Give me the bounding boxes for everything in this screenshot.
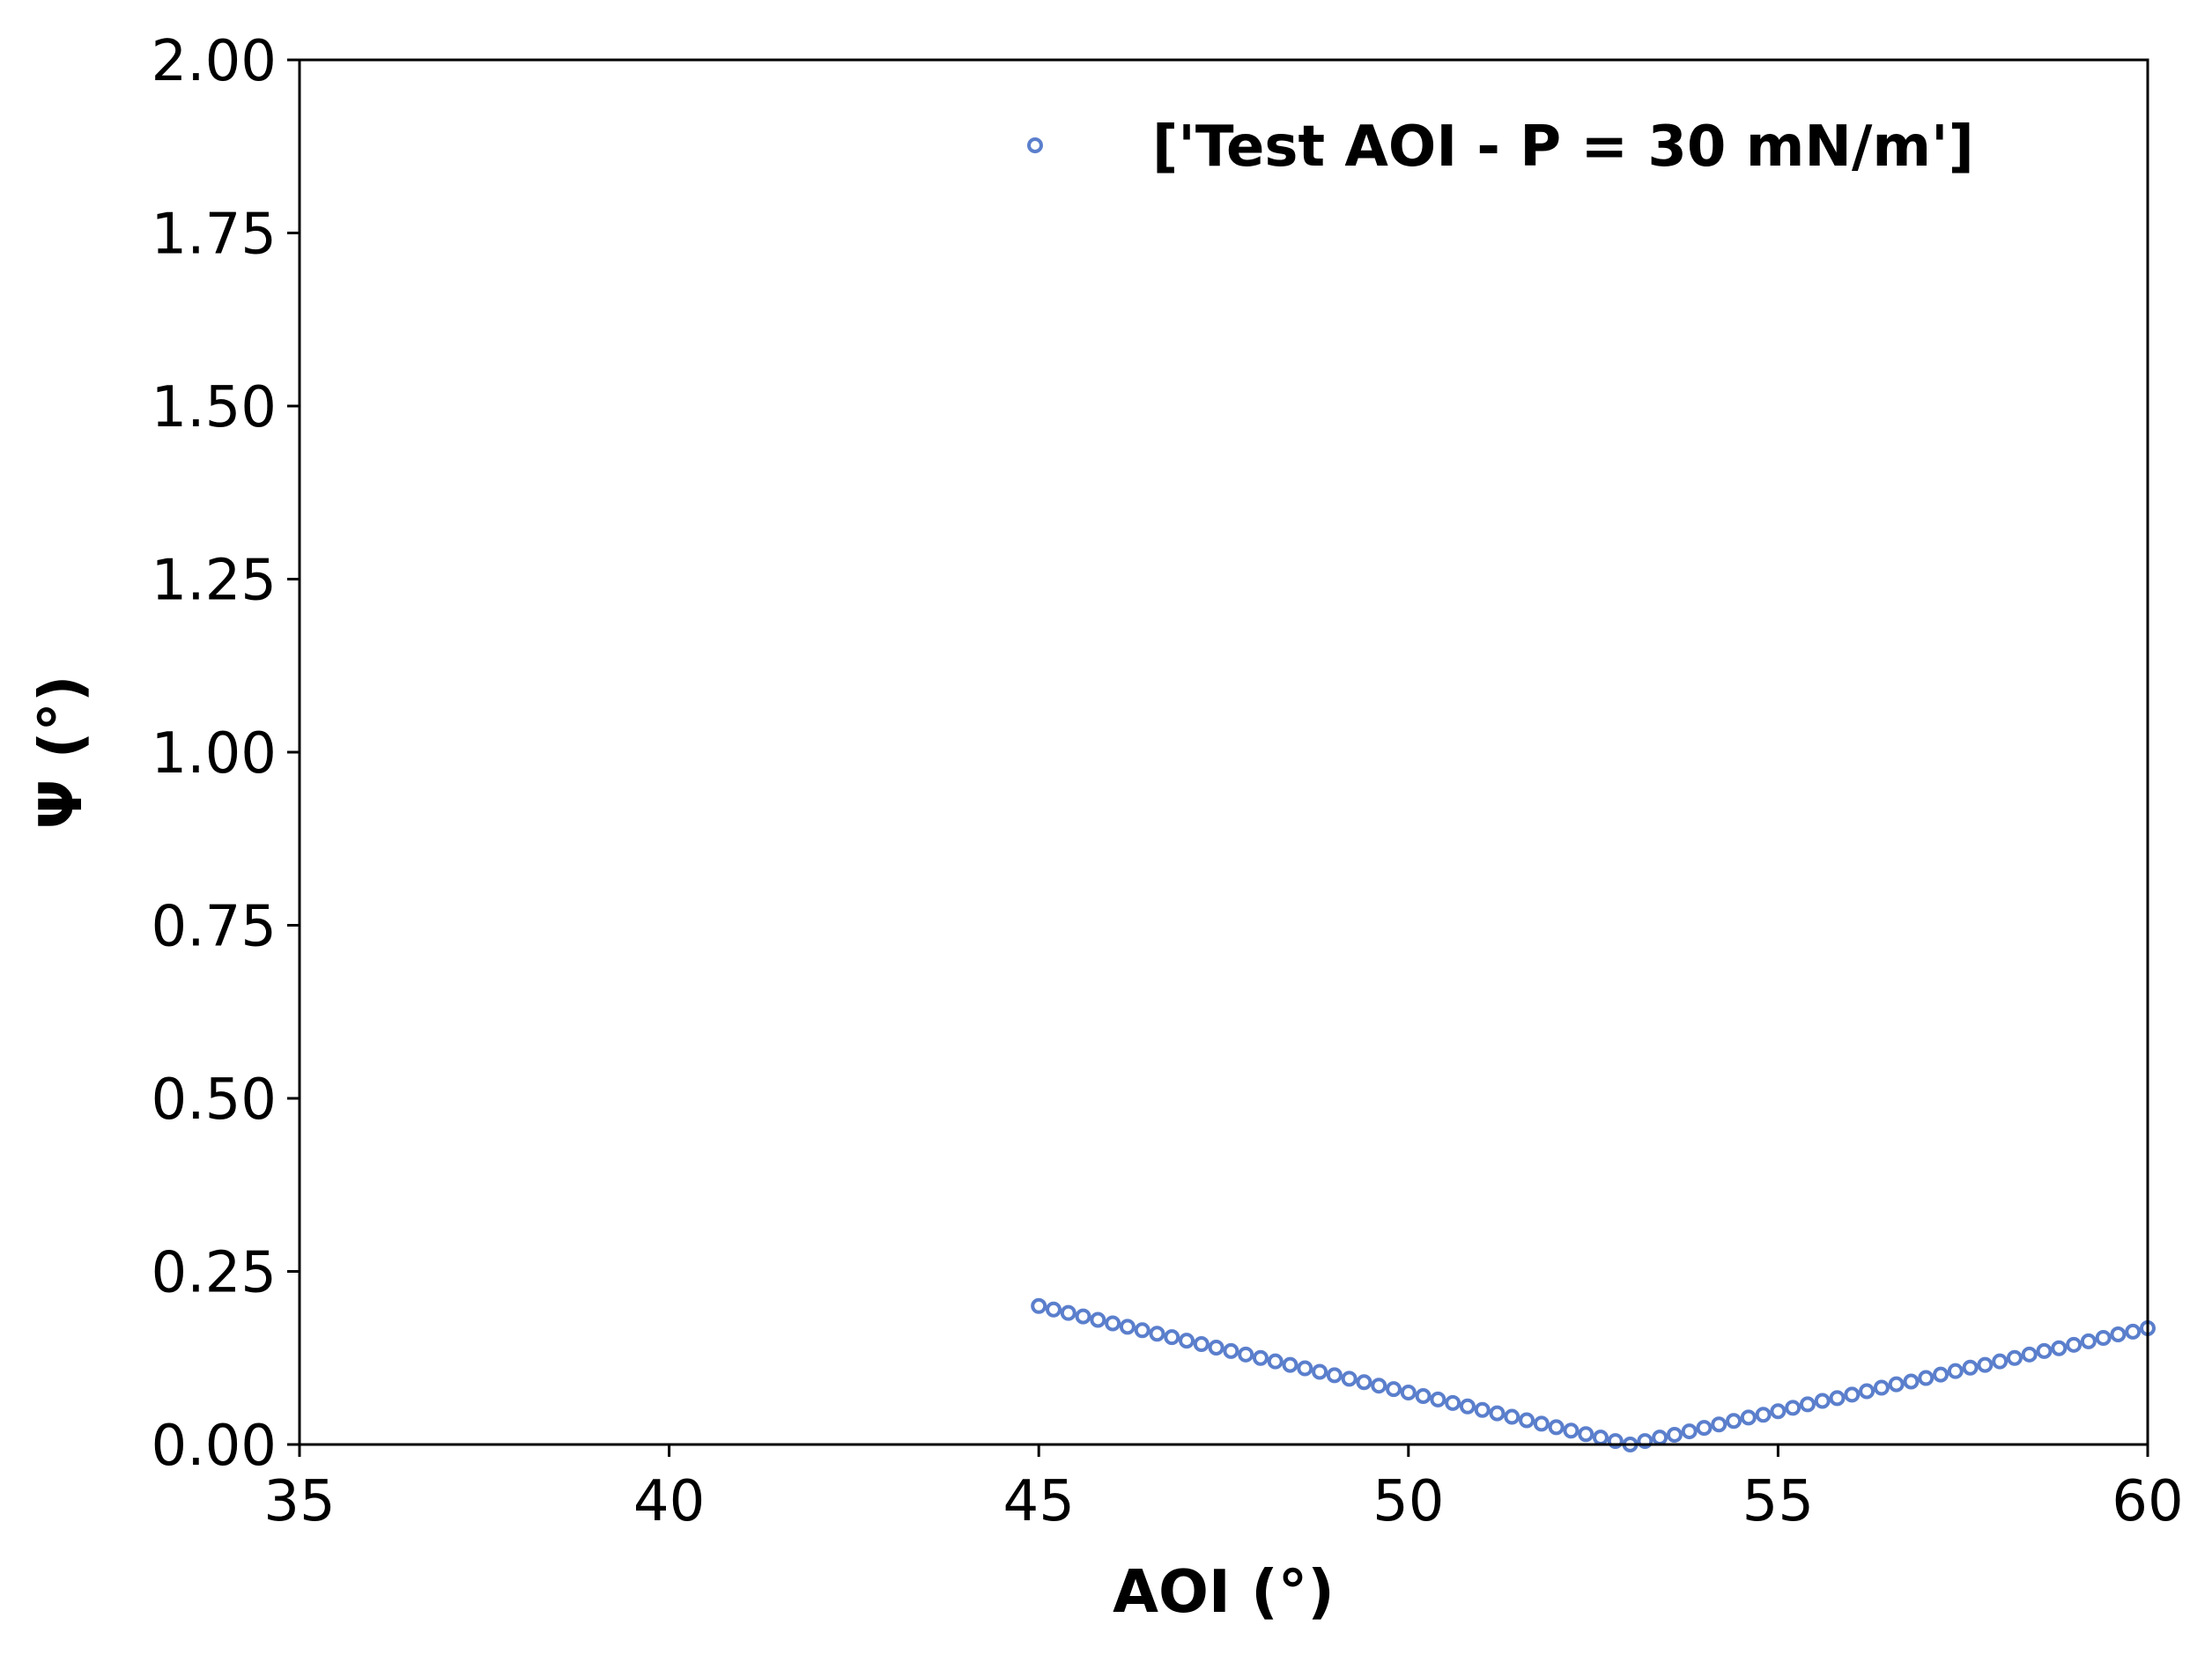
y-tick-label: 1.00 xyxy=(152,721,277,787)
data-point xyxy=(1681,1423,1698,1440)
data-point xyxy=(1918,1370,1935,1386)
data-point xyxy=(1933,1366,1949,1383)
data-point xyxy=(1519,1412,1535,1429)
data-point xyxy=(1844,1386,1861,1403)
data-point xyxy=(1962,1359,1979,1376)
data-point xyxy=(1726,1413,1742,1430)
y-tick-label: 1.25 xyxy=(152,549,277,614)
data-point xyxy=(1208,1339,1224,1356)
data-point xyxy=(1267,1353,1284,1370)
data-point xyxy=(1312,1363,1328,1380)
data-point xyxy=(1592,1430,1609,1446)
data-point xyxy=(2080,1333,2097,1349)
y-axis-ticks: 0.00 0.25 0.50 0.75 1.00 1.25 1.50 1.75 2.00 xyxy=(152,29,300,1479)
data-point xyxy=(1666,1426,1683,1443)
data-point xyxy=(1164,1329,1180,1346)
data-point xyxy=(1533,1415,1550,1432)
data-point xyxy=(2125,1323,2142,1340)
data-point xyxy=(1873,1379,1890,1396)
y-tick-label: 1.50 xyxy=(152,375,277,440)
y-tick-label: 0.75 xyxy=(152,895,277,960)
data-point xyxy=(1075,1308,1091,1325)
data-point xyxy=(1193,1336,1210,1353)
data-point xyxy=(1134,1322,1150,1339)
data-point xyxy=(1326,1367,1343,1384)
data-point xyxy=(1947,1363,1964,1379)
data-point xyxy=(2036,1342,2053,1359)
data-point xyxy=(1740,1409,1757,1426)
data-point xyxy=(1149,1326,1165,1342)
data-point xyxy=(1430,1391,1446,1407)
data-point xyxy=(1474,1401,1491,1418)
data-point xyxy=(2006,1349,2023,1366)
data-point xyxy=(1252,1349,1269,1366)
data-point xyxy=(1400,1385,1417,1401)
x-axis-label: AOI (°) xyxy=(1113,1557,1335,1626)
data-point xyxy=(1799,1396,1816,1413)
data-point xyxy=(1888,1376,1905,1393)
x-tick-label: 60 xyxy=(2112,1469,2183,1534)
data-point xyxy=(1282,1356,1298,1373)
data-point xyxy=(1785,1400,1801,1416)
x-axis-ticks: 35 40 45 50 55 60 xyxy=(263,1444,2184,1534)
y-tick-label: 1.75 xyxy=(152,203,277,268)
data-point xyxy=(1711,1416,1727,1433)
data-point xyxy=(1829,1390,1846,1407)
data-point xyxy=(2110,1326,2127,1343)
data-point xyxy=(1356,1374,1372,1391)
data-point xyxy=(1386,1381,1402,1398)
data-point xyxy=(1652,1430,1668,1446)
plot-frame xyxy=(298,58,2149,1446)
data-point xyxy=(1341,1371,1358,1387)
y-tick-label: 0.00 xyxy=(152,1414,277,1479)
y-tick-label: 2.00 xyxy=(152,29,277,94)
data-point xyxy=(1992,1353,2009,1370)
data-point xyxy=(2066,1336,2083,1353)
data-point xyxy=(1415,1387,1432,1404)
data-point xyxy=(1489,1405,1505,1422)
data-point xyxy=(1090,1311,1106,1328)
data-point xyxy=(1297,1360,1313,1377)
data-point xyxy=(1223,1342,1239,1359)
data-point xyxy=(1060,1304,1076,1321)
data-point xyxy=(1238,1346,1254,1363)
data-point xyxy=(2051,1340,2068,1356)
data-point xyxy=(1903,1373,1920,1390)
x-tick-label: 40 xyxy=(633,1469,705,1534)
data-point xyxy=(1563,1422,1579,1439)
data-point xyxy=(1179,1333,1195,1349)
data-point xyxy=(1859,1383,1875,1400)
y-tick-label: 0.25 xyxy=(152,1241,277,1306)
data-point xyxy=(1459,1398,1476,1415)
legend: ['Test AOI - P = 30 mN/m'] xyxy=(1027,115,1974,180)
data-point xyxy=(1119,1319,1136,1335)
x-tick-label: 35 xyxy=(263,1469,335,1534)
data-point xyxy=(2095,1329,2112,1346)
data-point xyxy=(1548,1419,1565,1436)
data-point xyxy=(1977,1356,1994,1373)
data-point xyxy=(1504,1408,1520,1425)
data-point xyxy=(1696,1420,1713,1437)
legend-marker-icon xyxy=(1027,137,1043,153)
data-point xyxy=(1105,1315,1121,1332)
data-point xyxy=(1770,1403,1787,1420)
data-point xyxy=(1755,1407,1772,1423)
x-tick-label: 50 xyxy=(1372,1469,1444,1534)
data-point xyxy=(1371,1378,1387,1394)
x-tick-label: 45 xyxy=(1002,1469,1074,1534)
data-point xyxy=(2021,1346,2038,1363)
data-point xyxy=(1814,1393,1831,1409)
data-point xyxy=(1045,1301,1062,1318)
data-series-points xyxy=(1031,1297,2156,1452)
data-point xyxy=(1445,1394,1461,1411)
x-tick-label: 55 xyxy=(1742,1469,1814,1534)
data-point xyxy=(1031,1297,1047,1314)
y-tick-label: 0.50 xyxy=(152,1068,277,1133)
plot-area xyxy=(300,60,2148,1444)
y-axis-label: Ψ (°) xyxy=(26,676,95,830)
legend-label: ['Test AOI - P = 30 mN/m'] xyxy=(1152,115,1974,180)
data-point xyxy=(1578,1426,1594,1443)
